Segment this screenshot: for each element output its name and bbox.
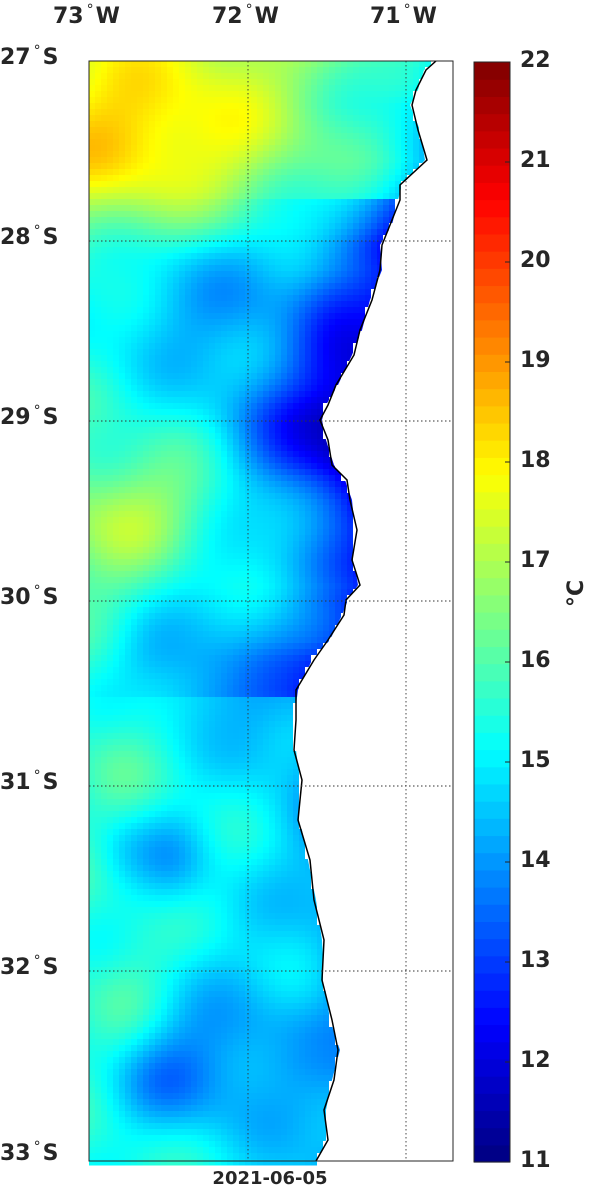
- colorbar-segment: [474, 750, 510, 768]
- date-label: 2021-06-05: [160, 1168, 380, 1189]
- colorbar-tick-label: 14: [520, 848, 551, 873]
- colorbar-segment: [474, 887, 510, 905]
- colorbar-tick-label: 15: [520, 748, 551, 773]
- colorbar-segment: [474, 457, 510, 475]
- colorbar-tick-label: 19: [520, 348, 551, 373]
- colorbar-segment: [474, 509, 510, 527]
- colorbar-segment: [474, 251, 510, 269]
- longitude-label: 71°W: [370, 4, 437, 29]
- colorbar-segment: [474, 1110, 510, 1128]
- colorbar-segment: [474, 354, 510, 372]
- colorbar-segment: [474, 990, 510, 1008]
- colorbar-segment: [474, 337, 510, 355]
- colorbar-segment: [474, 320, 510, 338]
- longitude-label: 73°W: [53, 4, 120, 29]
- colorbar-tick-label: 13: [520, 948, 551, 973]
- colorbar-unit-label: °C: [564, 580, 589, 607]
- colorbar-tick-label: 12: [520, 1048, 551, 1073]
- colorbar-tick-label: 17: [520, 548, 551, 573]
- colorbar-segment: [474, 406, 510, 424]
- colorbar-segment: [474, 870, 510, 888]
- colorbar-segment: [474, 285, 510, 303]
- colorbar-segment: [474, 904, 510, 922]
- colorbar-segment: [474, 543, 510, 561]
- colorbar-segment: [474, 114, 510, 132]
- colorbar-tick-label: 22: [520, 48, 551, 73]
- colorbar-segment: [474, 595, 510, 613]
- colorbar-segment: [474, 526, 510, 544]
- colorbar-segment: [474, 182, 510, 200]
- colorbar-segment: [474, 732, 510, 750]
- colorbar-segment: [474, 973, 510, 991]
- colorbar-segment: [474, 96, 510, 114]
- colorbar-segment: [474, 956, 510, 974]
- colorbar-segment: [474, 853, 510, 871]
- latitude-label: 27°S: [0, 45, 58, 70]
- colorbar-segment: [474, 1025, 510, 1043]
- colorbar-segment: [474, 148, 510, 166]
- colorbar-segment: [474, 835, 510, 853]
- colorbar-segment: [474, 217, 510, 235]
- colorbar-segment: [474, 698, 510, 716]
- colorbar-segment: [474, 1145, 510, 1163]
- colorbar-segment: [474, 1059, 510, 1077]
- colorbar-segment: [474, 371, 510, 389]
- colorbar-segment: [474, 578, 510, 596]
- colorbar-segment: [474, 612, 510, 630]
- colorbar: [474, 62, 510, 1163]
- colorbar-segment: [474, 1042, 510, 1060]
- colorbar-tick-label: 16: [520, 648, 551, 673]
- colorbar-segment: [474, 268, 510, 286]
- colorbar-segment: [474, 664, 510, 682]
- colorbar-segment: [474, 1076, 510, 1094]
- colorbar-tick-label: 21: [520, 148, 551, 173]
- longitude-label: 72°W: [212, 4, 279, 29]
- colorbar-segment: [474, 818, 510, 836]
- colorbar-segment: [474, 423, 510, 441]
- colorbar-segment: [474, 921, 510, 939]
- colorbar-segment: [474, 629, 510, 647]
- latitude-label: 32°S: [0, 955, 58, 980]
- colorbar-segment: [474, 767, 510, 785]
- colorbar-segment: [474, 389, 510, 407]
- latitude-label: 29°S: [0, 405, 58, 430]
- latitude-label: 28°S: [0, 225, 58, 250]
- colorbar-segment: [474, 234, 510, 252]
- colorbar-segment: [474, 62, 510, 80]
- colorbar-segment: [474, 165, 510, 183]
- colorbar-segment: [474, 715, 510, 733]
- colorbar-tick-label: 18: [520, 448, 551, 473]
- colorbar-segment: [474, 492, 510, 510]
- colorbar-segment: [474, 79, 510, 97]
- latitude-label: 33°S: [0, 1141, 58, 1166]
- latitude-label: 31°S: [0, 770, 58, 795]
- colorbar-segment: [474, 939, 510, 957]
- colorbar-segment: [474, 1093, 510, 1111]
- colorbar-tick-label: 20: [520, 248, 551, 273]
- colorbar-segment: [474, 200, 510, 218]
- colorbar-tick-label: 11: [520, 1148, 551, 1173]
- colorbar-segment: [474, 303, 510, 321]
- latitude-label: 30°S: [0, 585, 58, 610]
- colorbar-segment: [474, 1128, 510, 1146]
- colorbar-segment: [474, 131, 510, 149]
- colorbar-segment: [474, 560, 510, 578]
- colorbar-segment: [474, 681, 510, 699]
- colorbar-segment: [474, 1007, 510, 1025]
- colorbar-segment: [474, 784, 510, 802]
- colorbar-segment: [474, 801, 510, 819]
- colorbar-segment: [474, 440, 510, 458]
- colorbar-segment: [474, 475, 510, 493]
- colorbar-segment: [474, 646, 510, 664]
